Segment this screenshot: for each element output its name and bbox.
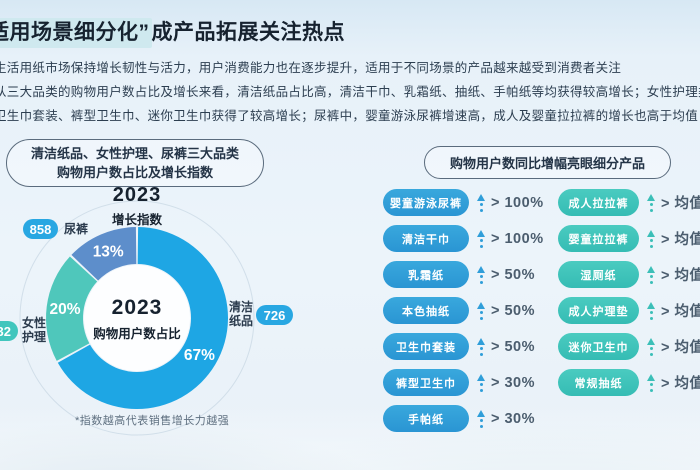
growth-up-arrow-icon: [647, 229, 655, 248]
product-pill: 清洁干巾: [383, 225, 469, 252]
donut-chart: 67% 20% 13% 2023 增长指数 2023 购物用户数占比 *指数越高代表…: [0, 178, 370, 470]
product-row: 常规抽纸 > 均值: [558, 369, 700, 396]
product-pill: 婴童拉拉裤: [558, 225, 639, 252]
segment-percent-label: 13%: [93, 243, 124, 260]
left-section-header: 清洁纸品、女性护理、尿裤三大品类 购物用户数占比及增长指数: [6, 139, 264, 187]
growth-up-arrow-icon: [477, 337, 485, 356]
product-list-right: 成人拉拉裤 > 均值 婴童拉拉裤 > 均值 湿厕纸 > 均值 成人护理垫 > 均值 迷你卫生巾 >…: [558, 189, 700, 405]
donut-center-label: 2023 购物用户数占比: [67, 296, 207, 342]
product-pill: 常规抽纸: [558, 369, 639, 396]
outer-guide-ring: [19, 200, 255, 436]
growth-up-arrow-icon: [647, 301, 655, 320]
growth-up-arrow-icon: [477, 409, 485, 428]
center-label: 购物用户数占比: [93, 327, 181, 341]
product-pill: 卫生巾套装: [383, 333, 469, 360]
growth-up-arrow-icon: [647, 373, 655, 392]
donut-hole: [84, 265, 190, 371]
growth-up-arrow-icon: [647, 265, 655, 284]
segment-name-label: 女性 护理: [22, 316, 47, 344]
right-header-text: 购物用户数同比增幅亮眼细分产品: [449, 156, 645, 171]
bullet-line-3: 卫生巾套装、裤型卫生巾、迷你卫生巾获得了较高增长；尿裤中，婴童游泳尿裤增速高，成…: [0, 109, 699, 123]
growth-index-badge-尿裤: 858: [23, 219, 58, 239]
growth-value: > 100%: [491, 194, 544, 211]
growth-value: > 均值: [661, 340, 700, 356]
product-pill: 成人护理垫: [558, 297, 639, 324]
growth-value: > 30%: [491, 374, 536, 391]
product-pill: 裤型卫生巾: [383, 369, 469, 396]
page-title-highlight: 适用场景细分化”: [0, 18, 152, 48]
right-section-header: 购物用户数同比增幅亮眼细分产品: [424, 146, 671, 179]
product-list-left: 婴童游泳尿裤 > 100% 清洁干巾 > 100% 乳霜纸 > 50% 本色抽纸 > 50% 卫…: [383, 189, 544, 441]
product-row: 本色抽纸 > 50%: [383, 297, 544, 324]
left-header-line2: 购物用户数占比及增长指数: [56, 165, 213, 180]
product-row: 婴童拉拉裤 > 均值: [558, 225, 700, 252]
growth-value: > 均值: [661, 196, 700, 212]
product-row: 成人护理垫 > 均值: [558, 297, 700, 324]
product-row: 裤型卫生巾 > 30%: [383, 369, 544, 396]
segment-percent-label: 20%: [50, 301, 81, 318]
chart-footnote: *指数越高代表销售增长力越强: [75, 415, 230, 427]
growth-up-arrow-icon: [647, 193, 655, 212]
product-row: 手帕纸 > 30%: [383, 405, 544, 432]
product-pill: 本色抽纸: [383, 297, 469, 324]
growth-value: > 50%: [491, 338, 536, 355]
growth-value: > 均值: [661, 268, 700, 284]
donut-segment-女性护理: [46, 256, 98, 361]
product-row: 乳霜纸 > 50%: [383, 261, 544, 288]
product-pill: 手帕纸: [383, 405, 469, 432]
growth-value: > 均值: [661, 376, 700, 392]
growth-value: > 30%: [491, 410, 536, 427]
growth-value: > 100%: [491, 230, 544, 247]
growth-index-label: 增长指数: [111, 213, 162, 227]
segment-name-label: 尿裤: [64, 222, 89, 236]
growth-up-arrow-icon: [477, 373, 485, 392]
donut-segment-尿裤: [71, 227, 137, 281]
page-title-rest: 成产品拓展关注热点: [151, 21, 345, 44]
growth-index-badge-女性护理: 32: [0, 321, 18, 341]
donut-segment-清洁纸品: [57, 227, 229, 409]
left-header-line1: 清洁纸品、女性护理、尿裤三大品类: [30, 146, 239, 161]
growth-value: > 50%: [491, 302, 536, 319]
product-row: 婴童游泳尿裤 > 100%: [383, 189, 544, 216]
growth-up-arrow-icon: [477, 193, 485, 212]
growth-index-badge-清洁纸品: 726: [256, 305, 293, 325]
product-row: 迷你卫生巾 > 均值: [558, 333, 700, 360]
product-pill: 乳霜纸: [383, 261, 469, 288]
segment-percent-label: 67%: [184, 347, 215, 364]
product-row: 湿厕纸 > 均值: [558, 261, 700, 288]
growth-value: > 均值: [661, 232, 700, 248]
product-row: 清洁干巾 > 100%: [383, 225, 544, 252]
bullet-line-2: 从三大品类的购物用户数占比及增长来看，清洁纸品占比高，清洁干巾、乳霜纸、抽纸、手…: [0, 85, 700, 99]
growth-up-arrow-icon: [647, 337, 655, 356]
donut-chart-svg: 67% 20% 13%: [19, 200, 255, 436]
growth-up-arrow-icon: [477, 229, 485, 248]
intro-paragraph: 生活用纸市场保持增长韧性与活力，用户消费能力也在逐步提升，适用于不同场景的产品越…: [0, 56, 700, 128]
product-row: 成人拉拉裤 > 均值: [558, 189, 700, 216]
product-pill: 迷你卫生巾: [558, 333, 639, 360]
product-pill: 湿厕纸: [558, 261, 639, 288]
center-year: 2023: [111, 296, 163, 319]
growth-up-arrow-icon: [477, 301, 485, 320]
segment-name-label: 清洁 纸品: [229, 300, 254, 328]
product-pill: 婴童游泳尿裤: [383, 189, 469, 216]
bullet-line-1: 生活用纸市场保持增长韧性与活力，用户消费能力也在逐步提升，适用于不同场景的产品越…: [0, 61, 622, 75]
growth-value: > 均值: [661, 304, 700, 320]
growth-up-arrow-icon: [477, 265, 485, 284]
product-pill: 成人拉拉裤: [558, 189, 639, 216]
growth-index-year: 2023: [112, 184, 162, 206]
page-title: 适用场景细分化”成产品拓展关注热点: [0, 16, 345, 48]
growth-value: > 50%: [491, 266, 536, 283]
product-row: 卫生巾套装 > 50%: [383, 333, 544, 360]
donut-top-label: 2023 增长指数: [67, 184, 207, 228]
